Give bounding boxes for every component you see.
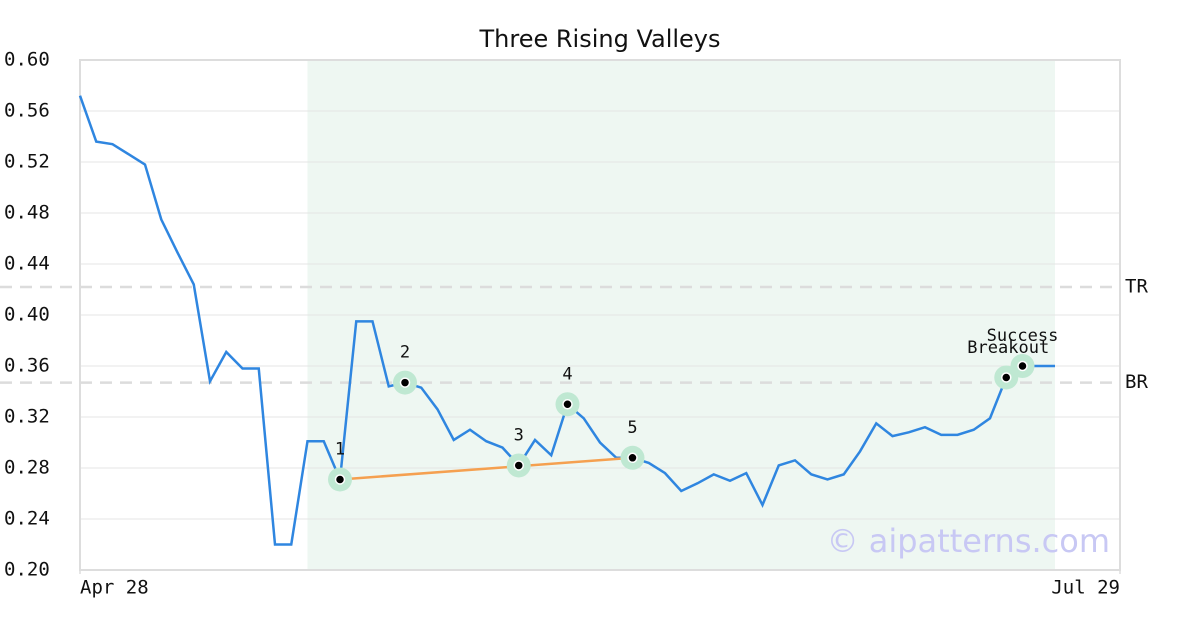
y-tick-label: 0.48 — [4, 202, 50, 224]
annotation-dot — [513, 460, 524, 471]
level-label: BR — [1125, 371, 1148, 393]
trendline — [339, 456, 633, 481]
annotation-dot — [1017, 360, 1028, 372]
annotation-label: Success — [987, 326, 1059, 346]
annotation-label: 3 — [514, 425, 524, 445]
watermark: © aipatterns.com — [827, 522, 1110, 560]
annotation-label: 2 — [400, 343, 410, 363]
annotation-label: 4 — [562, 364, 572, 384]
annotation-label: 1 — [335, 439, 345, 459]
annotation-dot — [562, 399, 573, 410]
plot-frame — [79, 59, 1121, 571]
x-tick-label: Apr 28 — [80, 577, 149, 599]
y-tick-label: 0.28 — [4, 457, 50, 479]
y-tick-label: 0.24 — [4, 508, 50, 530]
chart-title: Three Rising Valleys — [478, 25, 720, 53]
y-tick-label: 0.60 — [4, 49, 50, 71]
y-tick-label: 0.40 — [4, 304, 50, 326]
annotation-dot — [1001, 372, 1012, 383]
y-tick-label: 0.56 — [4, 100, 50, 122]
annotation-dot — [627, 452, 638, 464]
annotation-dot — [334, 474, 346, 485]
level-label: TR — [1125, 275, 1148, 297]
y-tick-label: 0.32 — [4, 406, 50, 428]
y-tick-label: 0.44 — [4, 253, 50, 275]
x-tick-label: Jul 29 — [1051, 577, 1120, 599]
annotation-label: 5 — [627, 418, 637, 438]
annotation-dot — [399, 377, 411, 388]
y-tick-label: 0.36 — [4, 355, 50, 377]
y-tick-label: 0.52 — [4, 151, 50, 173]
annotation-label: Breakout — [967, 338, 1049, 358]
y-tick-label: 0.20 — [4, 559, 50, 581]
